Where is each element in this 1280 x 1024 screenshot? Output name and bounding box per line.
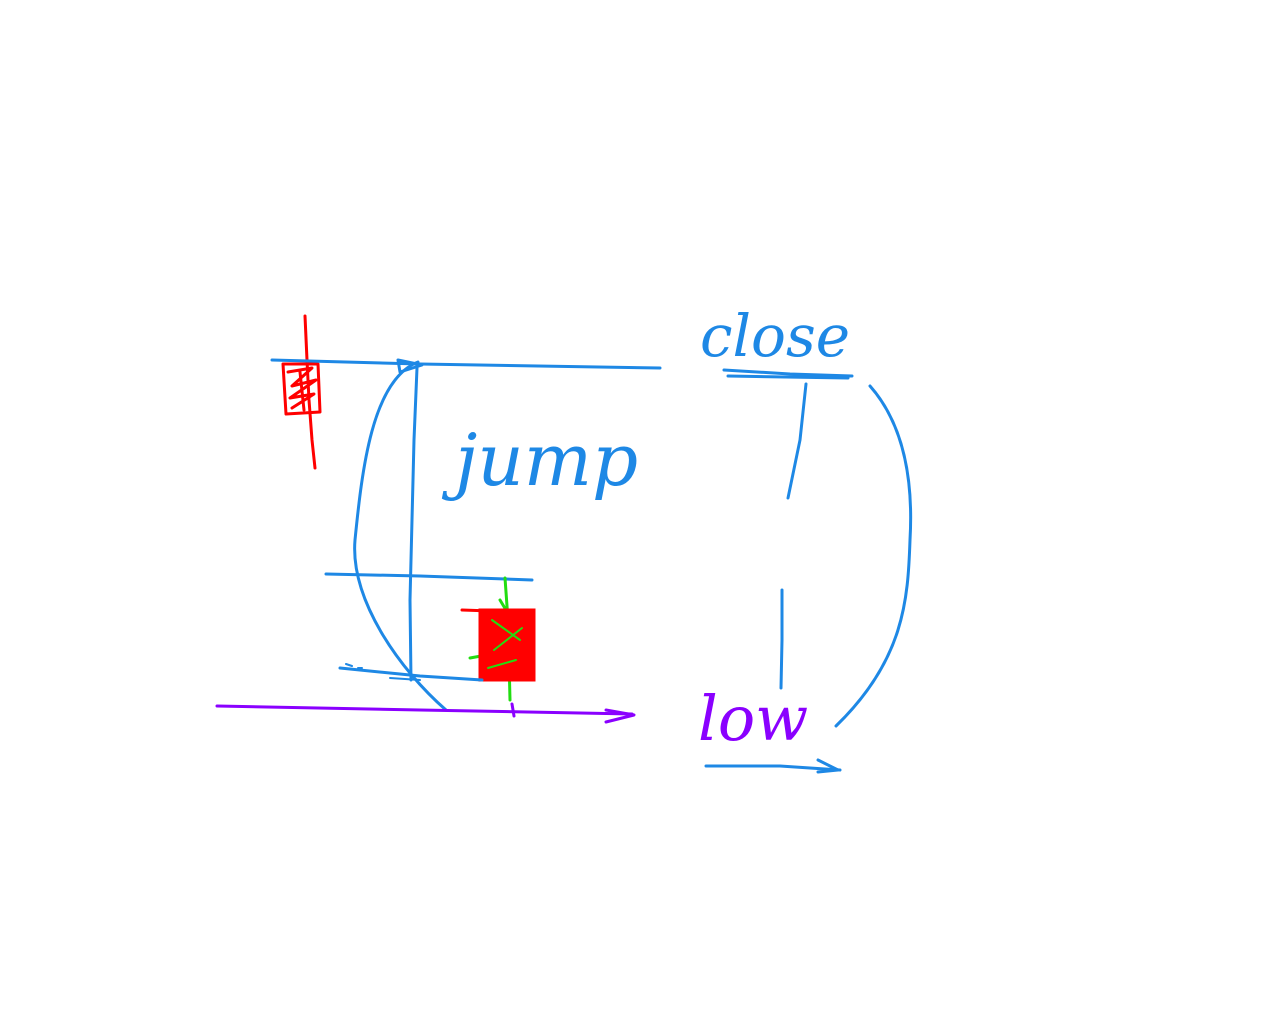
close-to-low-dash-upper bbox=[786, 382, 808, 500]
upper-candle-wick bbox=[303, 314, 317, 470]
lower-candle bbox=[460, 576, 536, 702]
close-level-line bbox=[270, 358, 662, 370]
lower-level-dots bbox=[345, 663, 421, 681]
close-underline bbox=[722, 368, 854, 380]
low-level-tick bbox=[510, 702, 516, 718]
middle-level-line bbox=[324, 572, 534, 582]
jump-arc bbox=[353, 360, 448, 712]
right-bracket-arc bbox=[834, 384, 913, 728]
low-underline-arrowhead bbox=[816, 758, 840, 774]
upper-candle-scribble bbox=[286, 366, 318, 412]
low-level-line bbox=[215, 704, 634, 716]
upper-candle-body bbox=[281, 362, 322, 416]
close-to-low-dash-lower bbox=[779, 588, 784, 690]
low-label: low bbox=[698, 682, 808, 755]
lower-level-line bbox=[338, 666, 484, 682]
close-label: close bbox=[700, 302, 850, 370]
jump-label: jump bbox=[441, 418, 638, 502]
lower-candle-green-marks bbox=[487, 619, 523, 669]
low-underline bbox=[704, 764, 842, 772]
close-level-arrowhead bbox=[396, 358, 424, 374]
jump-vertical-line bbox=[408, 366, 419, 682]
lower-candle-outline bbox=[460, 608, 536, 682]
low-level-arrowhead bbox=[604, 708, 636, 724]
upper-candle bbox=[281, 314, 322, 470]
